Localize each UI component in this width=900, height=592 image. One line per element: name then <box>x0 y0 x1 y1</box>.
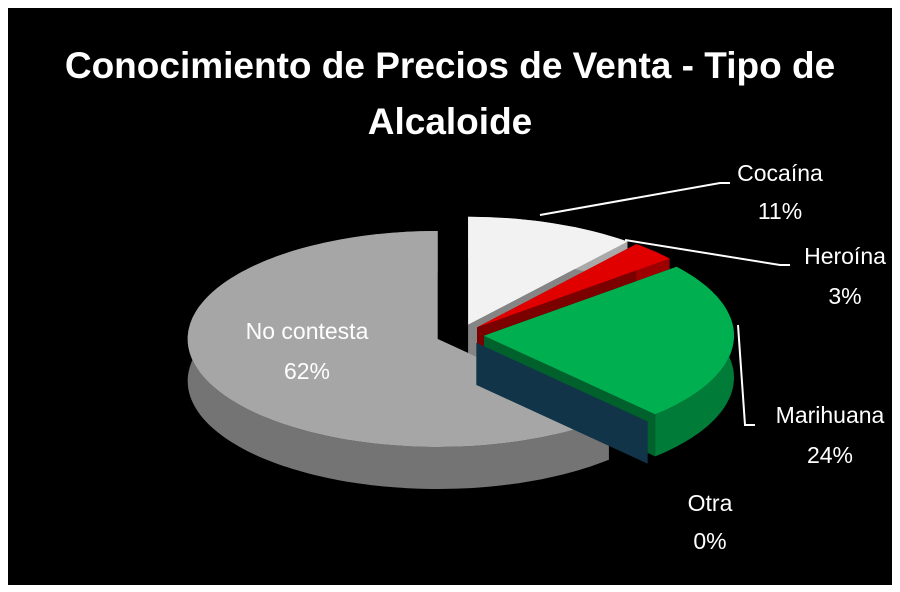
chart-area <box>8 8 892 585</box>
category-label: Cocaína <box>737 160 823 186</box>
leader-line <box>624 239 790 266</box>
value-label: 3% <box>828 283 861 309</box>
slice <box>484 266 734 415</box>
leader-line <box>737 324 755 426</box>
slice <box>468 216 628 325</box>
value-label: 0% <box>693 528 726 554</box>
category-label: Otra <box>688 490 733 516</box>
slice-wall <box>187 231 609 489</box>
chart-title: Conocimiento de Precios de Venta - Tipo … <box>64 45 836 142</box>
category-label: No contesta <box>246 318 369 344</box>
value-label: 24% <box>807 442 853 468</box>
value-label: 62% <box>284 358 330 384</box>
value-label: 11% <box>758 198 802 224</box>
slice-group <box>476 342 648 464</box>
category-label: Marihuana <box>776 402 885 428</box>
slice-side <box>476 342 648 464</box>
category-label: Heroína <box>804 243 886 269</box>
slice <box>477 244 670 328</box>
leader-line <box>539 182 730 216</box>
